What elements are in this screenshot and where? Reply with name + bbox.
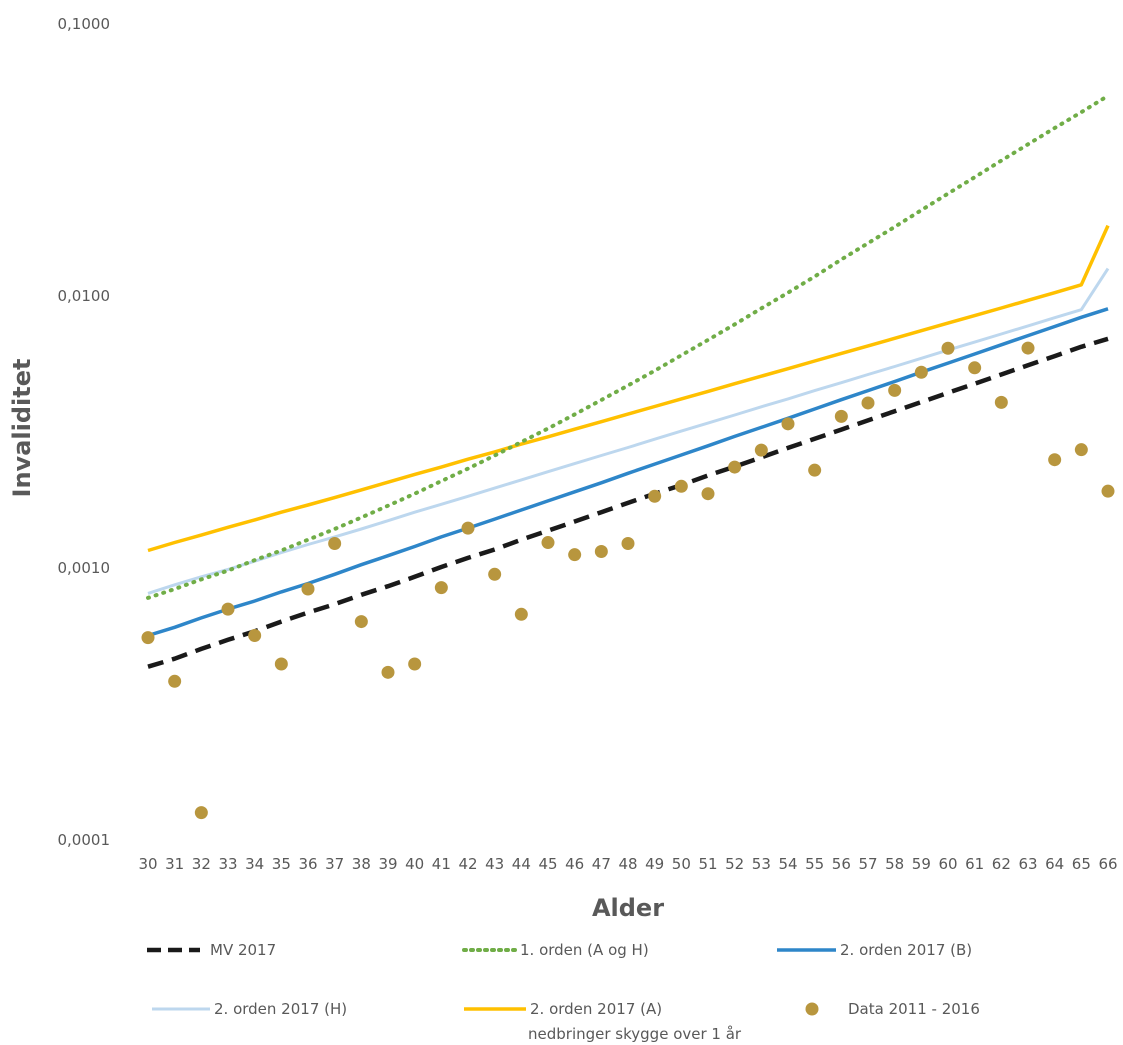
- legend: MV 2017 1. orden (A og H) 2. orden 2017 …: [147, 941, 980, 1043]
- x-tick-label: 60: [938, 855, 957, 873]
- x-tick-label: 34: [245, 855, 264, 873]
- data-point: [861, 396, 875, 410]
- y-tick-label: 0,0010: [58, 559, 111, 577]
- data-point: [994, 395, 1008, 409]
- x-axis-ticks: 30 31 32 33 34 35 36 37 38 39 40 41 42 43 44 45 46 47 48 49…: [138, 855, 1117, 873]
- data-point: [541, 536, 555, 550]
- data-point: [168, 674, 182, 688]
- x-tick-label: 46: [565, 855, 584, 873]
- x-tick-label: 55: [805, 855, 824, 873]
- y-tick-label: 0,0100: [58, 287, 111, 305]
- x-tick-label: 31: [165, 855, 184, 873]
- data-point: [941, 341, 955, 355]
- y-tick-label: 0,1000: [58, 15, 111, 33]
- data-point: [434, 581, 448, 595]
- data-point: [461, 521, 475, 535]
- data-point: [728, 460, 742, 474]
- x-tick-label: 35: [272, 855, 291, 873]
- x-tick-label: 45: [538, 855, 557, 873]
- data-point: [1074, 443, 1088, 457]
- legend-label-1-orden: 1. orden (A og H): [520, 941, 649, 959]
- x-tick-label: 64: [1045, 855, 1064, 873]
- data-point: [674, 479, 688, 493]
- legend-label-mv-2017: MV 2017: [210, 941, 276, 959]
- x-tick-label: 54: [778, 855, 797, 873]
- x-tick-label: 40: [405, 855, 424, 873]
- data-point: [594, 545, 608, 559]
- data-point: [888, 383, 902, 397]
- x-tick-label: 30: [138, 855, 157, 873]
- data-point: [221, 602, 235, 616]
- series-0-line: [147, 336, 1109, 669]
- legend-label-2-orden-h: 2. orden 2017 (H): [214, 1000, 347, 1018]
- x-tick-label: 44: [512, 855, 531, 873]
- data-point: [568, 548, 582, 562]
- data-point: [274, 657, 288, 671]
- legend-swatch-data: [805, 1002, 819, 1016]
- data-point: [1021, 341, 1035, 355]
- legend-note-2-orden-a: nedbringer skygge over 1 år: [528, 1025, 742, 1043]
- data-point: [408, 657, 422, 671]
- legend-label-2-orden-b: 2. orden 2017 (B): [840, 941, 972, 959]
- data-point: [488, 567, 502, 581]
- data-point: [754, 443, 768, 457]
- x-tick-label: 42: [458, 855, 477, 873]
- data-point: [701, 487, 715, 501]
- data-point: [914, 365, 928, 379]
- x-tick-label: 32: [192, 855, 211, 873]
- y-axis-title: Invaliditet: [8, 359, 36, 498]
- x-tick-label: 62: [992, 855, 1011, 873]
- x-tick-label: 53: [752, 855, 771, 873]
- data-point: [621, 537, 635, 551]
- x-axis-title: Alder: [592, 894, 664, 922]
- data-point: [514, 607, 528, 621]
- x-tick-label: 47: [592, 855, 611, 873]
- data-point: [194, 806, 208, 820]
- series-lines: [146, 93, 1110, 669]
- data-point: [301, 582, 315, 596]
- x-tick-label: 63: [1018, 855, 1037, 873]
- x-tick-label: 51: [698, 855, 717, 873]
- x-tick-label: 52: [725, 855, 744, 873]
- data-point: [834, 409, 848, 423]
- legend-label-data: Data 2011 - 2016: [848, 1000, 980, 1018]
- legend-label-2-orden-a: 2. orden 2017 (A): [530, 1000, 662, 1018]
- x-tick-label: 56: [832, 855, 851, 873]
- x-tick-label: 61: [965, 855, 984, 873]
- data-point: [1101, 484, 1115, 498]
- x-tick-label: 37: [325, 855, 344, 873]
- x-tick-label: 33: [218, 855, 237, 873]
- data-point: [648, 489, 662, 503]
- data-point: [141, 631, 155, 645]
- x-tick-label: 38: [352, 855, 371, 873]
- y-tick-label: 0,0001: [58, 831, 111, 849]
- x-tick-label: 48: [618, 855, 637, 873]
- data-point: [968, 361, 982, 375]
- x-tick-label: 36: [298, 855, 317, 873]
- x-tick-label: 66: [1098, 855, 1117, 873]
- data-point: [248, 628, 262, 642]
- x-tick-label: 39: [378, 855, 397, 873]
- series-4-line: [147, 224, 1110, 553]
- data-point: [1048, 453, 1062, 467]
- series-2-line: [147, 307, 1109, 638]
- data-point: [808, 463, 822, 477]
- x-tick-label: 41: [432, 855, 451, 873]
- series-1-line: [146, 93, 1110, 600]
- data-point: [354, 615, 368, 629]
- x-tick-label: 49: [645, 855, 664, 873]
- x-tick-label: 57: [858, 855, 877, 873]
- data-point: [381, 665, 395, 679]
- x-tick-label: 59: [912, 855, 931, 873]
- data-point: [781, 417, 795, 431]
- data-point: [328, 537, 342, 551]
- series-points: [141, 341, 1115, 820]
- x-tick-label: 58: [885, 855, 904, 873]
- y-axis-ticks: 0,0001 0,0010 0,0100 0,1000: [58, 15, 111, 849]
- x-tick-label: 43: [485, 855, 504, 873]
- x-tick-label: 50: [672, 855, 691, 873]
- x-tick-label: 65: [1072, 855, 1091, 873]
